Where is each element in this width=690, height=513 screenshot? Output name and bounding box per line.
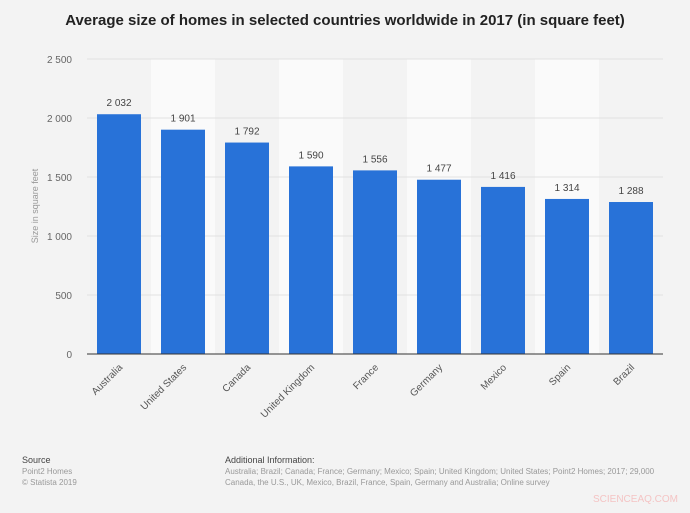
data-label: 1 288 (618, 186, 643, 197)
bar (97, 114, 141, 354)
info-heading: Additional Information: (225, 455, 315, 465)
x-tick-label: Germany (408, 362, 445, 399)
info-line: Canada, the U.S., UK, Mexico, Brazil, Fr… (225, 478, 550, 487)
bar-chart: 0 500 1 000 1 500 2 000 2 500 Size in square f… (30, 55, 663, 420)
y-tick-label: 2 000 (47, 114, 72, 125)
x-tick-label: Mexico (479, 362, 509, 392)
y-tick-label: 2 500 (47, 55, 72, 66)
x-tick-label: United Kingdom (259, 362, 317, 420)
data-label: 1 556 (362, 154, 387, 165)
bar (289, 166, 333, 354)
additional-info-block: Additional Information: Australia; Brazi… (225, 455, 654, 488)
data-label: 1 477 (426, 164, 451, 175)
bar (353, 170, 397, 354)
y-tick-label: 1 000 (47, 232, 72, 243)
source-heading: Source (22, 455, 51, 465)
y-axis-label: Size in square feet (30, 168, 40, 243)
bar (481, 186, 525, 354)
x-tick-label: Australia (90, 362, 126, 398)
x-tick-label: Spain (547, 362, 573, 388)
data-label: 1 416 (490, 171, 515, 182)
bar (545, 198, 589, 354)
y-tick-label: 500 (55, 291, 72, 302)
data-label: 1 901 (170, 114, 195, 125)
x-tick-label: United States (139, 362, 189, 412)
y-tick-label: 1 500 (47, 173, 72, 184)
bar (225, 142, 269, 354)
source-line: © Statista 2019 (22, 478, 77, 487)
x-tick-label: Canada (221, 362, 254, 395)
bar (609, 202, 653, 354)
source-block: Source Point2 Homes © Statista 2019 (22, 455, 77, 488)
data-label: 1 314 (554, 183, 579, 194)
chart-title: Average size of homes in selected countr… (65, 12, 625, 29)
x-tick-label: France (351, 362, 381, 392)
x-tick-label: Brazil (612, 362, 637, 387)
info-line: Australia; Brazil; Canada; France; Germa… (225, 467, 655, 476)
source-line: Point2 Homes (22, 467, 73, 476)
bar (417, 179, 461, 354)
data-label: 1 590 (298, 150, 323, 161)
y-tick-label: 0 (66, 350, 72, 361)
data-label: 1 792 (234, 127, 259, 138)
watermark: SCIENCEAQ.COM (592, 494, 678, 505)
bar (161, 129, 205, 354)
data-label: 2 032 (106, 98, 131, 109)
